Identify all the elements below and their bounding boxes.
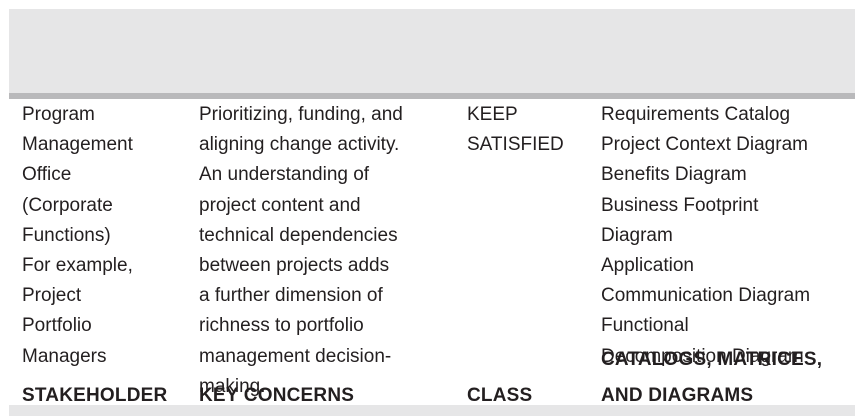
catalogs-line: Business Footprint <box>601 194 759 216</box>
class-line: KEEP <box>467 104 518 125</box>
cell-key-concerns: Prioritizing, funding, and aligning chan… <box>199 99 403 402</box>
stakeholder-line: Program <box>22 104 95 125</box>
header-key-concerns-label: KEY CONCERNS <box>199 385 355 406</box>
catalogs-line: Communication Diagram <box>601 285 811 307</box>
header-catalogs-line-1: CATALOGS, MATRICES, <box>601 349 823 370</box>
stakeholder-line: Portfolio <box>22 315 92 337</box>
cell-catalogs: Requirements Catalog Project Context Dia… <box>601 99 810 372</box>
stakeholder-line: Project <box>22 285 82 307</box>
key-concerns-line: An understanding of <box>199 164 370 186</box>
key-concerns-line: between projects adds <box>199 255 390 277</box>
header-divider <box>9 93 855 99</box>
key-concerns-line: aligning change activity. <box>199 134 400 156</box>
key-concerns-line: richness to portfolio <box>199 315 364 337</box>
catalogs-line: Requirements Catalog <box>601 104 791 125</box>
header-stakeholder-label: STAKEHOLDER <box>22 385 168 406</box>
header-stakeholder: STAKEHOLDER <box>22 332 167 416</box>
header-catalogs: CATALOGS, MATRICES, AND DIAGRAMS <box>601 332 822 416</box>
stakeholder-line: Managers <box>22 345 107 367</box>
catalogs-line: Benefits Diagram <box>601 164 747 186</box>
stakeholder-line: Office <box>22 164 72 186</box>
cell-stakeholder: Program Management Office (Corporate Fun… <box>22 99 133 372</box>
stakeholder-table: STAKEHOLDER KEY CONCERNS CLASS CATALOGS,… <box>9 9 855 416</box>
catalogs-line: Project Context Diagram <box>601 134 808 156</box>
table-header-band <box>9 9 855 93</box>
stakeholder-line: Functions) <box>22 224 111 246</box>
header-class-label: CLASS <box>467 385 533 406</box>
key-concerns-line: Prioritizing, funding, and <box>199 104 403 125</box>
catalogs-line: Functional <box>601 315 689 337</box>
table-footer-band <box>9 405 855 416</box>
key-concerns-line: a further dimension of <box>199 285 383 307</box>
stakeholder-line: For example, <box>22 255 133 277</box>
key-concerns-line: management decision- <box>199 345 392 367</box>
header-class: CLASS <box>467 332 532 416</box>
key-concerns-line: project content and <box>199 194 361 216</box>
key-concerns-line: making. <box>199 375 266 397</box>
stakeholder-line: (Corporate <box>22 194 113 216</box>
cell-class: KEEP SATISFIED <box>467 99 564 160</box>
class-line: SATISFIED <box>467 134 564 156</box>
catalogs-line: Decomposition Diagram <box>601 345 804 367</box>
header-key-concerns: KEY CONCERNS <box>199 332 354 416</box>
stakeholder-line: Management <box>22 134 133 156</box>
catalogs-line: Diagram <box>601 224 673 246</box>
catalogs-line: Application <box>601 255 694 277</box>
header-catalogs-line-2: AND DIAGRAMS <box>601 385 754 406</box>
key-concerns-line: technical dependencies <box>199 224 398 246</box>
